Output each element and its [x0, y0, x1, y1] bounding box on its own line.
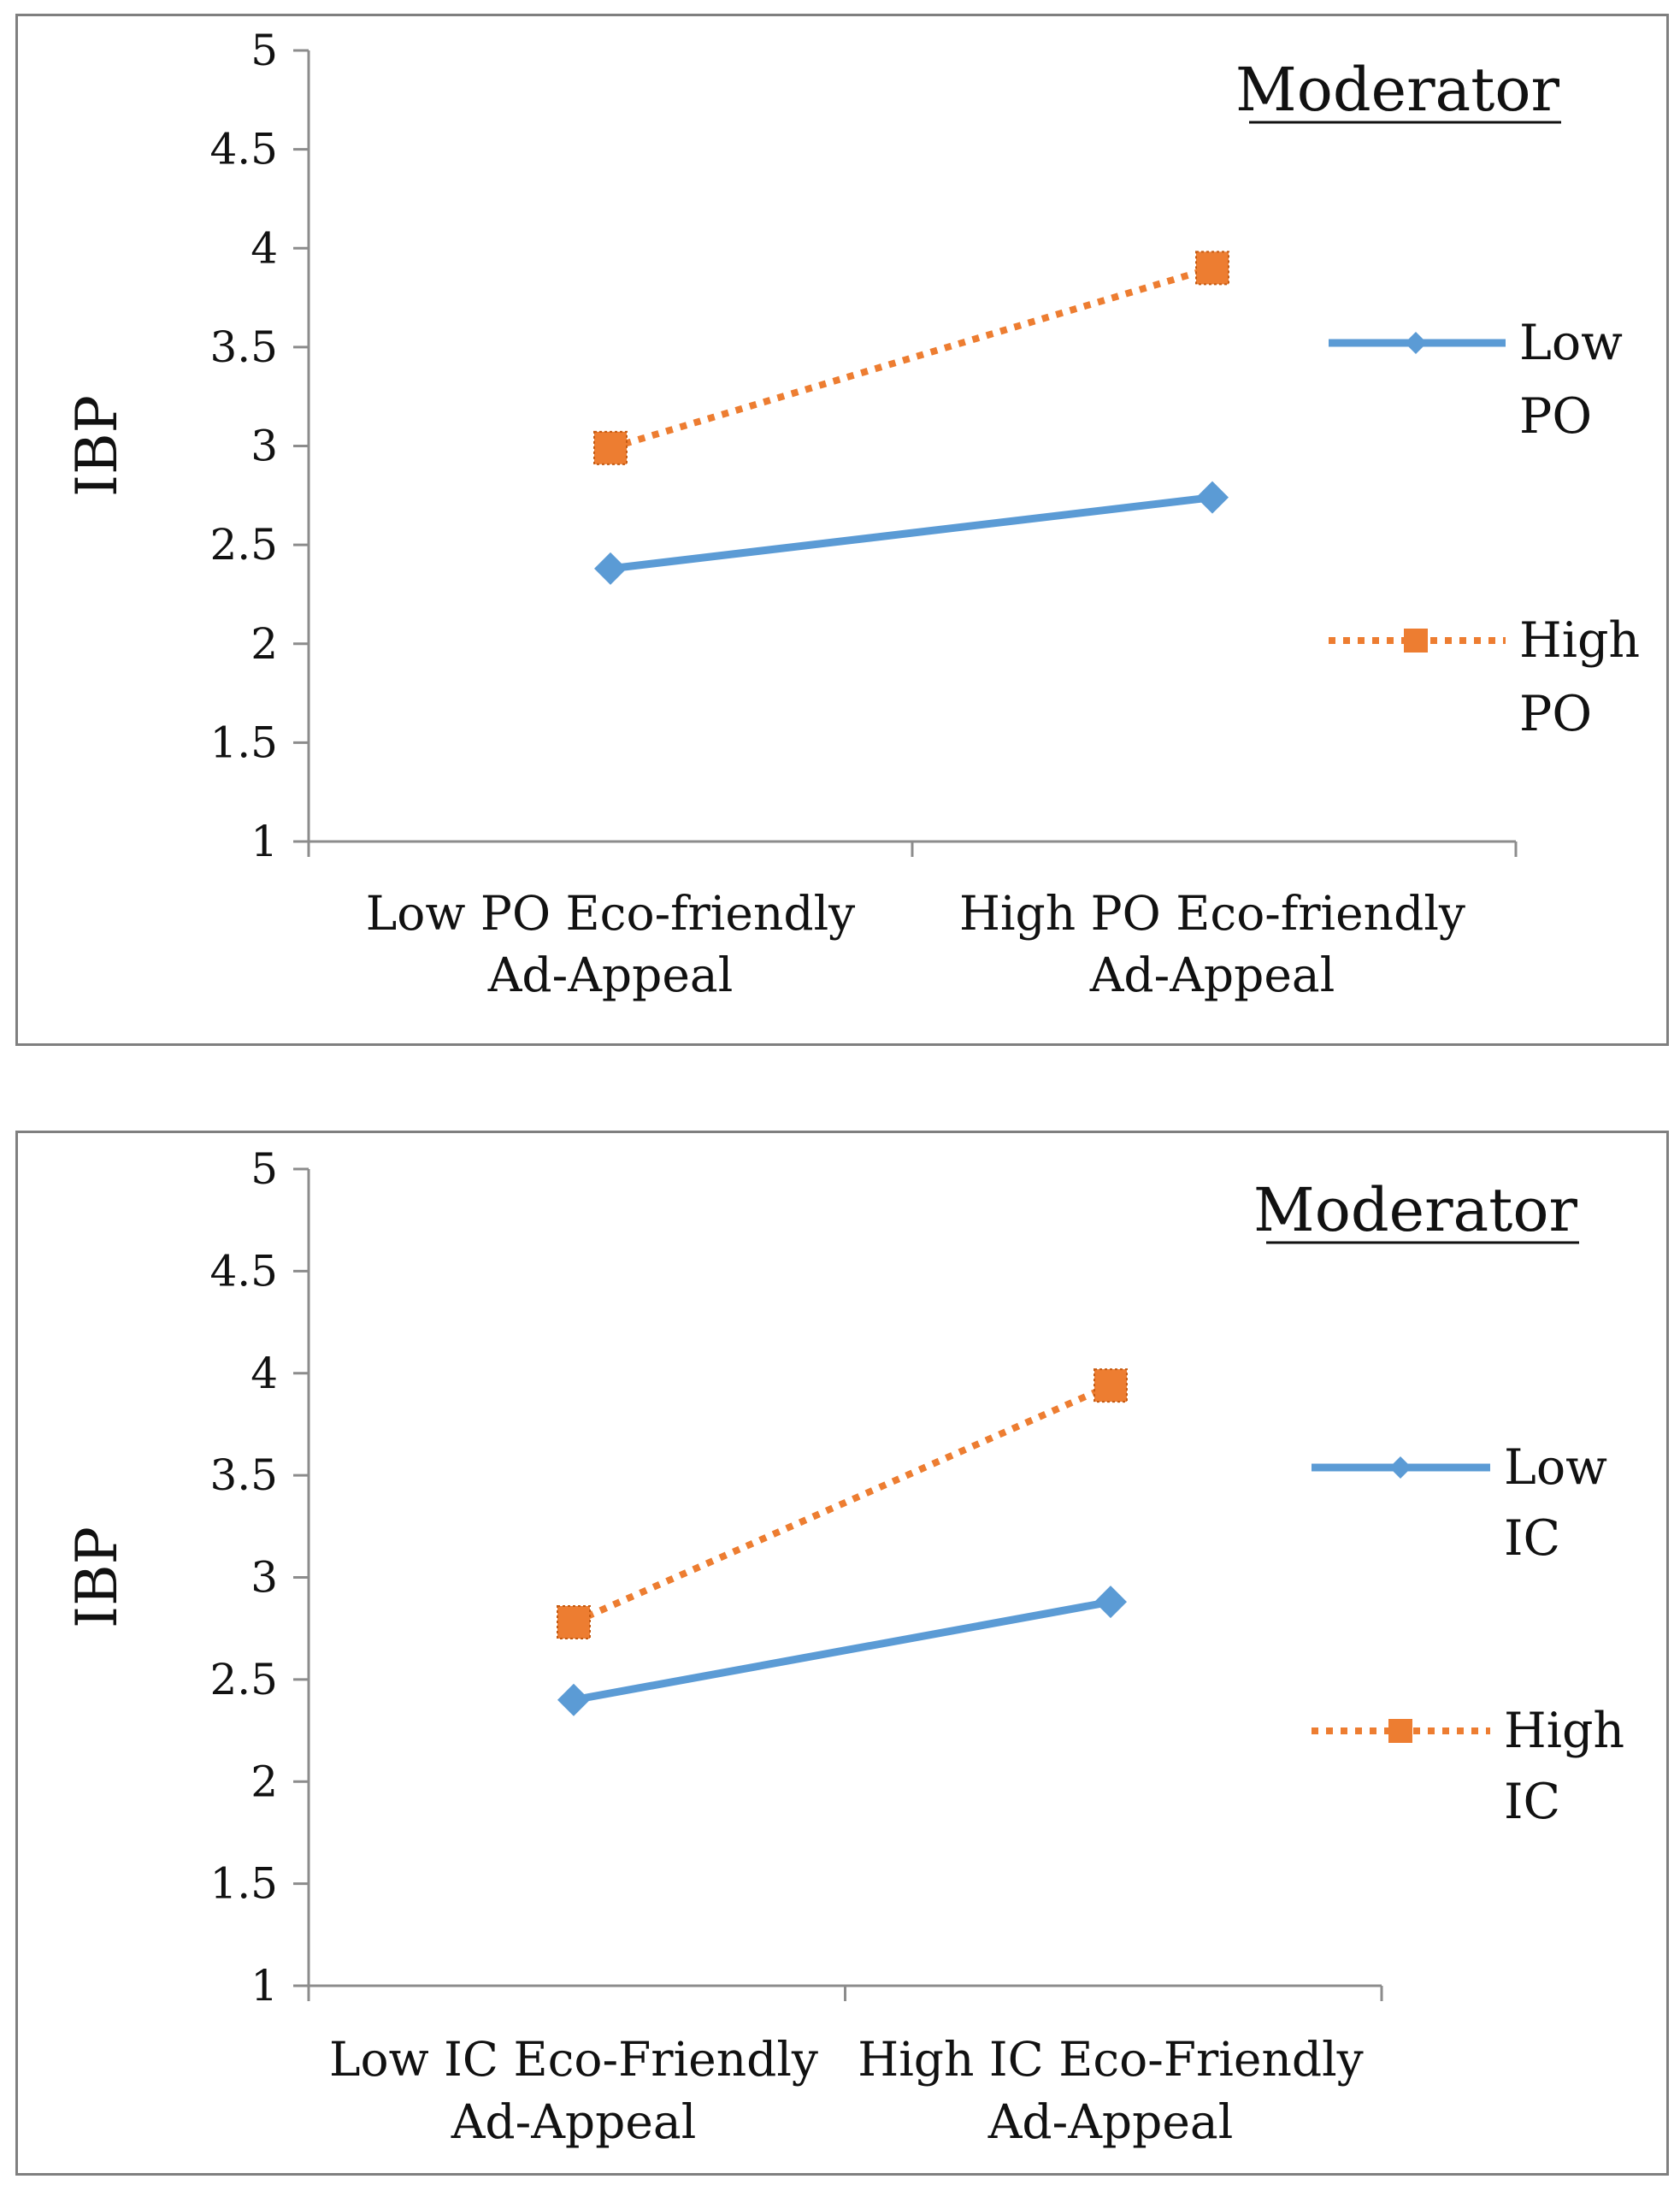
x-category-label: Ad-Appeal — [451, 2094, 697, 2149]
y-tick-label: 4 — [251, 223, 278, 273]
legend-label: PO — [1519, 388, 1592, 445]
legend-label: High — [1504, 1703, 1624, 1759]
x-category-label: Ad-Appeal — [987, 2094, 1234, 2149]
y-tick-label: 3 — [251, 1553, 278, 1603]
y-tick-label: 4.5 — [209, 125, 278, 174]
series-line-high-po — [609, 264, 1214, 452]
y-tick-label: 3.5 — [209, 322, 278, 372]
legend-marker-square — [1404, 629, 1428, 653]
data-point-diamond — [594, 552, 627, 585]
x-category-label: Low IC Eco-Friendly — [329, 2032, 818, 2087]
x-category-label: Ad-Appeal — [487, 948, 734, 1002]
chart-panel-ic: 1 1.5 2 2.5 3 3.5 4 4.5 5 IBP Low IC Eco-Friendly A… — [15, 1131, 1669, 2176]
y-tick-label: 5 — [251, 26, 278, 75]
data-point-square — [1195, 251, 1229, 286]
legend-title: Moderator — [1235, 55, 1560, 125]
chart-po-svg: 1 1.5 2 2.5 3 3.5 4 4.5 5 IBP Low PO Eco-friendly A… — [64, 26, 1640, 1002]
y-tick-label: 1 — [251, 817, 278, 866]
y-tick-label: 2.5 — [209, 520, 278, 570]
y-axis-title: IBP — [64, 395, 130, 497]
y-tick-label: 3 — [251, 422, 278, 471]
legend-label: IC — [1504, 1774, 1560, 1830]
x-category-label: Low PO Eco-friendly — [366, 886, 856, 941]
legend-marker-diamond — [1405, 332, 1427, 354]
chart-panel-po: 1 1.5 2 2.5 3 3.5 4 4.5 5 IBP Low PO Eco-friendly A… — [15, 14, 1669, 1046]
y-tick-label: 3.5 — [209, 1450, 278, 1500]
data-point-diamond — [1094, 1586, 1127, 1619]
legend-marker-square — [1388, 1719, 1412, 1743]
data-point-square — [557, 1605, 591, 1640]
legend-label: IC — [1504, 1510, 1560, 1567]
legend-marker-diamond — [1389, 1456, 1412, 1479]
series-line-high-ic — [572, 1382, 1112, 1626]
y-tick-label: 4.5 — [209, 1246, 278, 1296]
series-line-low-ic — [573, 1597, 1111, 1704]
y-tick-label: 2 — [251, 619, 278, 669]
series-line-low-po — [610, 493, 1213, 573]
y-tick-label: 1.5 — [209, 718, 278, 767]
chart-ic-svg: 1 1.5 2 2.5 3 3.5 4 4.5 5 IBP Low IC Eco-Friendly A… — [64, 1144, 1624, 2149]
x-category-label: High IC Eco-Friendly — [858, 2032, 1364, 2087]
data-point-diamond — [557, 1683, 590, 1716]
y-tick-label: 2 — [251, 1757, 278, 1806]
y-axis-title: IBP — [64, 1527, 130, 1628]
legend-label: Low — [1504, 1439, 1607, 1496]
legend-label: High — [1519, 612, 1640, 669]
y-tick-label: 5 — [251, 1144, 278, 1194]
legend-label: PO — [1519, 686, 1592, 742]
data-point-square — [593, 430, 628, 465]
x-category-label: High PO Eco-friendly — [959, 886, 1465, 941]
legend-title: Moderator — [1253, 1175, 1578, 1245]
y-tick-label: 2.5 — [209, 1655, 278, 1704]
y-tick-label: 4 — [251, 1349, 278, 1398]
data-point-square — [1093, 1368, 1128, 1403]
x-category-label: Ad-Appeal — [1089, 948, 1335, 1002]
data-point-diamond — [1196, 481, 1229, 514]
legend-label: Low — [1519, 315, 1623, 371]
y-tick-label: 1.5 — [209, 1859, 278, 1909]
y-tick-label: 1 — [251, 1961, 278, 2011]
